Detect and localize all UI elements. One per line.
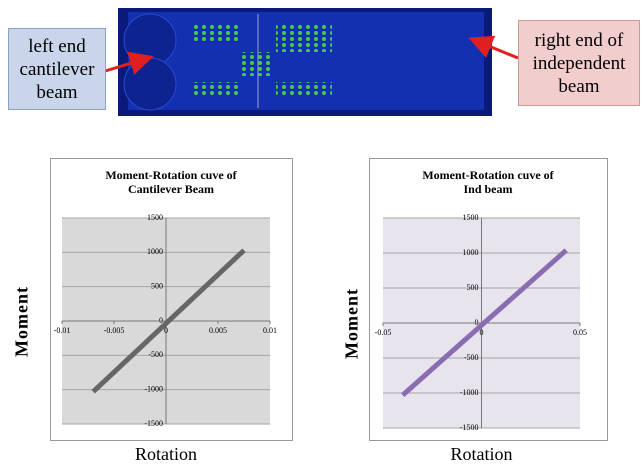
y-tick-label: -1500	[144, 419, 163, 428]
chart-title: Moment-Rotation cuve of Ind beam	[414, 168, 562, 196]
chart-title: Moment-Rotation cuve of Cantilever Beam	[95, 168, 247, 196]
callout-left: left end cantilever beam	[8, 28, 106, 110]
y-tick-label: -1000	[144, 384, 163, 393]
y-tick-label: -500	[464, 353, 479, 362]
x-tick-label: -0.01	[54, 326, 71, 335]
y-tick-label: -500	[148, 350, 163, 359]
x-tick-label: 0.01	[263, 326, 277, 335]
y-tick-label: 1500	[463, 213, 479, 222]
y-tick-label: 1000	[463, 248, 479, 257]
y-tick-label: -1000	[460, 388, 479, 397]
y-tick-label: 1000	[147, 247, 163, 256]
callout-right: right end of independent beam	[518, 20, 640, 106]
y-axis-label: Moment	[342, 284, 363, 364]
beam-model	[118, 8, 492, 116]
x-tick-label: -0.05	[375, 328, 392, 337]
y-tick-label: 500	[467, 283, 479, 292]
y-axis-label: Moment	[12, 282, 33, 362]
x-tick-label: -0.005	[104, 326, 125, 335]
x-tick-label: 0.005	[209, 326, 227, 335]
x-axis-label: Rotation	[116, 444, 216, 465]
x-tick-label: 0.05	[573, 328, 587, 337]
page: -1500-1000-500050010001500-0.01-0.00500.…	[0, 0, 644, 466]
y-tick-label: -1500	[460, 423, 479, 432]
y-tick-label: 500	[151, 281, 163, 290]
y-tick-label: 1500	[147, 213, 163, 222]
x-axis-label: Rotation	[432, 444, 532, 465]
